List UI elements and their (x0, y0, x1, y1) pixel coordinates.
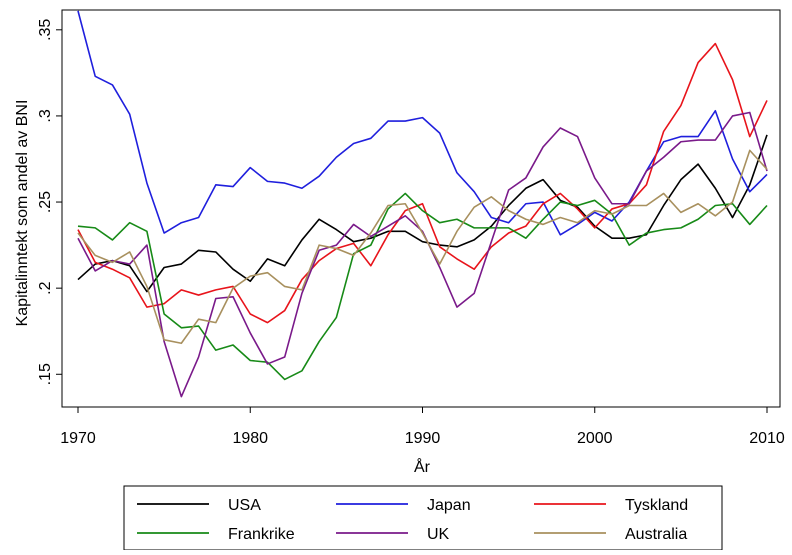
x-axis: 1970 1980 1990 2000 2010 (60, 407, 785, 447)
legend-label-tyskland: Tyskland (625, 497, 688, 514)
legend-label-australia: Australia (625, 526, 687, 543)
x-tick-label: 1990 (405, 430, 441, 447)
series-line-japan (77, 10, 768, 236)
legend-label-japan: Japan (427, 497, 471, 514)
series-line-uk (77, 111, 768, 398)
series-layer (77, 10, 768, 398)
y-axis: .15 .2 .25 .3 .35 (37, 19, 62, 385)
y-axis-label: Kapitalinntekt som andel av BNI (14, 100, 31, 327)
y-tick-label: .35 (37, 19, 54, 41)
y-tick-label: .3 (37, 109, 54, 122)
y-tick-label: .25 (37, 191, 54, 213)
legend-label-usa: USA (228, 497, 261, 514)
series-line-usa (77, 134, 768, 293)
legend: USA Japan Tyskland Frankrike UK Australia (137, 497, 688, 543)
series-line-australia (77, 149, 768, 345)
x-tick-label: 1970 (60, 430, 96, 447)
legend-label-frankrike: Frankrike (228, 526, 295, 543)
y-tick-label: .15 (37, 363, 54, 385)
x-axis-label: År (414, 457, 431, 476)
x-tick-label: 2010 (749, 430, 785, 447)
legend-label-uk: UK (427, 526, 450, 543)
y-tick-label: .2 (37, 281, 54, 294)
x-tick-label: 1980 (232, 430, 268, 447)
x-tick-label: 2000 (577, 430, 613, 447)
